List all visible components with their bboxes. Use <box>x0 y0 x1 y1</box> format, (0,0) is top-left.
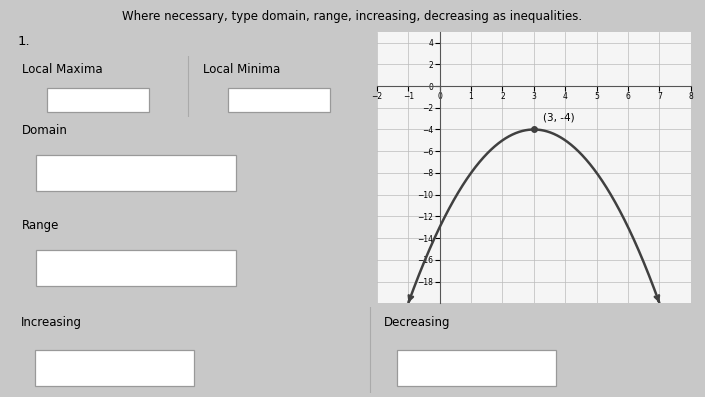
Text: 1.: 1. <box>18 35 30 48</box>
Text: Increasing: Increasing <box>21 316 82 329</box>
Text: Where necessary, type domain, range, increasing, decreasing as inequalities.: Where necessary, type domain, range, inc… <box>123 10 582 23</box>
Text: (3, -4): (3, -4) <box>544 113 575 123</box>
Text: Domain: Domain <box>22 124 68 137</box>
FancyBboxPatch shape <box>35 350 194 386</box>
FancyBboxPatch shape <box>36 250 235 286</box>
Text: Local Minima: Local Minima <box>203 63 280 76</box>
Text: Range: Range <box>22 219 59 232</box>
Text: Local Maxima: Local Maxima <box>22 63 102 76</box>
FancyBboxPatch shape <box>36 155 235 191</box>
FancyBboxPatch shape <box>228 88 330 112</box>
FancyBboxPatch shape <box>398 350 556 386</box>
Text: Decreasing: Decreasing <box>384 316 450 329</box>
FancyBboxPatch shape <box>47 88 149 112</box>
